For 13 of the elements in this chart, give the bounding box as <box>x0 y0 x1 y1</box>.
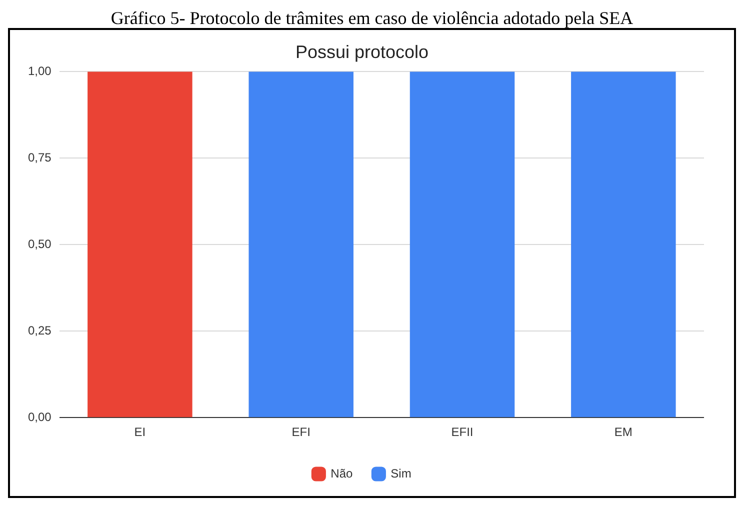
x-tick-label: EFII <box>451 425 474 440</box>
chart-title: Possui protocolo <box>295 42 429 62</box>
y-tick-label: 0,75 <box>28 150 52 164</box>
x-tick-label: EI <box>134 425 146 440</box>
y-tick-label: 0,50 <box>28 236 52 251</box>
y-tick-label: 1,00 <box>28 64 52 78</box>
x-tick-label: EM <box>614 425 632 440</box>
legend-label: Sim <box>390 466 412 480</box>
legend-label: Não <box>330 466 353 480</box>
x-tick-label: EFI <box>292 425 310 440</box>
y-tick-label: 0,25 <box>28 323 52 338</box>
y-tick-label: 0,00 <box>28 410 52 424</box>
text: Gráfico 5- Protocolo de trâmites em caso de violência adotado pela SEA <box>110 8 634 28</box>
